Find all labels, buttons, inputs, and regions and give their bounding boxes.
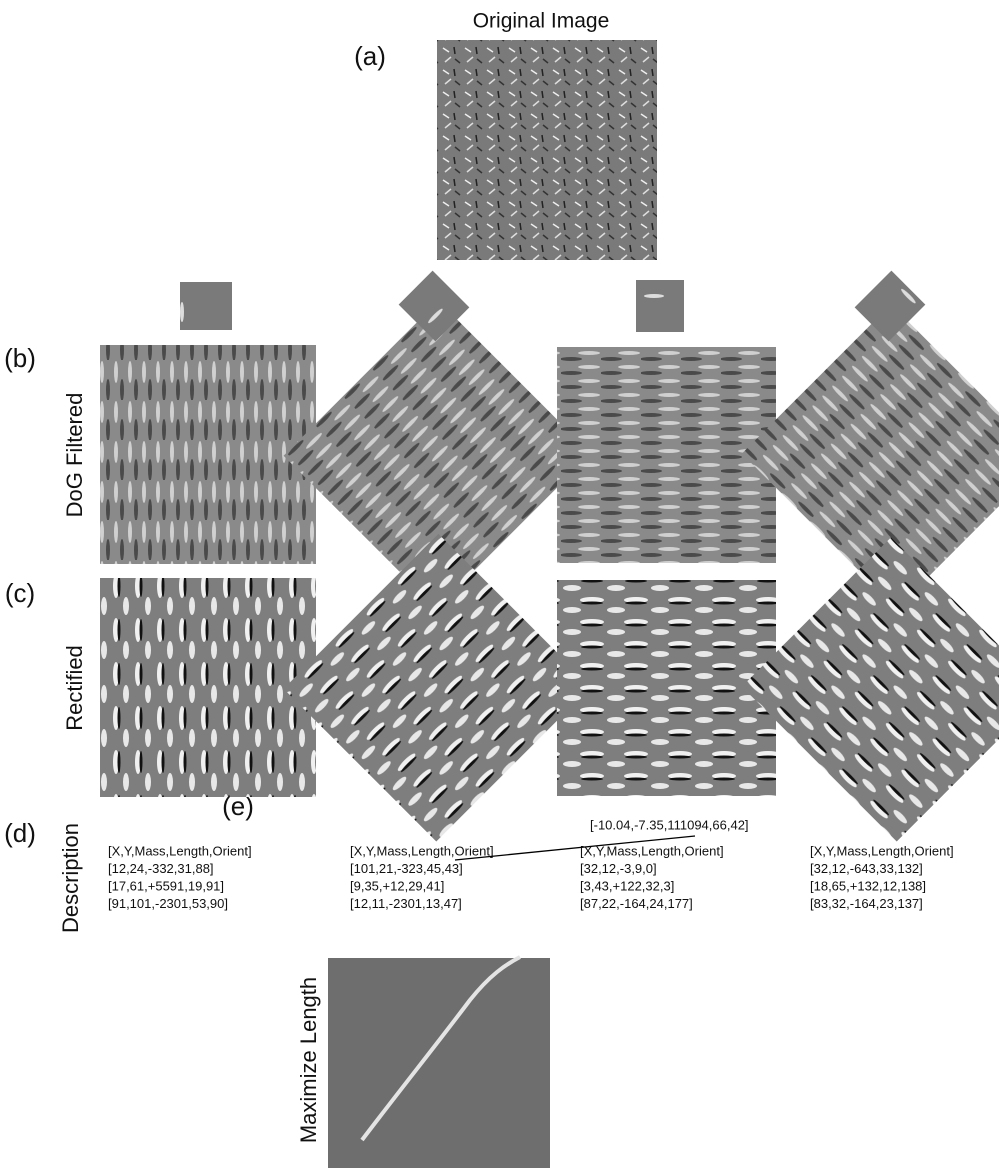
description-line: [32,12,-3,9,0] xyxy=(580,861,657,876)
annotation: [-10.04,-7.35,111094,66,42] xyxy=(590,817,749,832)
description-line: [91,101,-2301,53,90] xyxy=(108,896,228,911)
title: Original Image xyxy=(473,10,610,33)
description-line: [17,61,+5591,19,91] xyxy=(108,878,224,893)
figure: Original Image (a) (b) (c) (d) (e) DoG F… xyxy=(0,0,999,1168)
description-line: [9,35,+12,29,41] xyxy=(350,878,444,893)
description-line: [18,65,+132,12,138] xyxy=(810,878,926,893)
panel-label: (a) xyxy=(354,41,386,71)
row-label: Description xyxy=(58,823,83,933)
description-line: [X,Y,Mass,Length,Orient] xyxy=(108,843,252,858)
description-line: [12,11,-2301,13,47] xyxy=(350,896,462,911)
panel-label: (b) xyxy=(4,343,36,373)
description-line: [12,24,-332,31,88] xyxy=(108,861,214,876)
row-label: DoG Filtered xyxy=(62,393,87,518)
panel-label: (d) xyxy=(4,818,36,848)
panel-label: (c) xyxy=(5,578,35,608)
description-line: [101,21,-323,45,43] xyxy=(350,861,463,876)
page: {"header": {"title": "Original Image"}, … xyxy=(0,0,999,1168)
description-line: [83,32,-164,23,137] xyxy=(810,896,923,911)
description-line: [X,Y,Mass,Length,Orient] xyxy=(350,843,494,858)
row-label: Maximize Length xyxy=(296,977,321,1143)
max-length-image xyxy=(328,958,550,1168)
kernel-image xyxy=(160,262,252,350)
kernel-image xyxy=(616,260,704,352)
row-label: Rectified xyxy=(62,645,87,731)
description-line: [X,Y,Mass,Length,Orient] xyxy=(810,843,954,858)
original-image xyxy=(437,40,657,260)
description-line: [87,22,-164,24,177] xyxy=(580,896,693,911)
description-line: [32,12,-643,33,132] xyxy=(810,861,923,876)
description-line: [3,43,+122,32,3] xyxy=(580,878,674,893)
